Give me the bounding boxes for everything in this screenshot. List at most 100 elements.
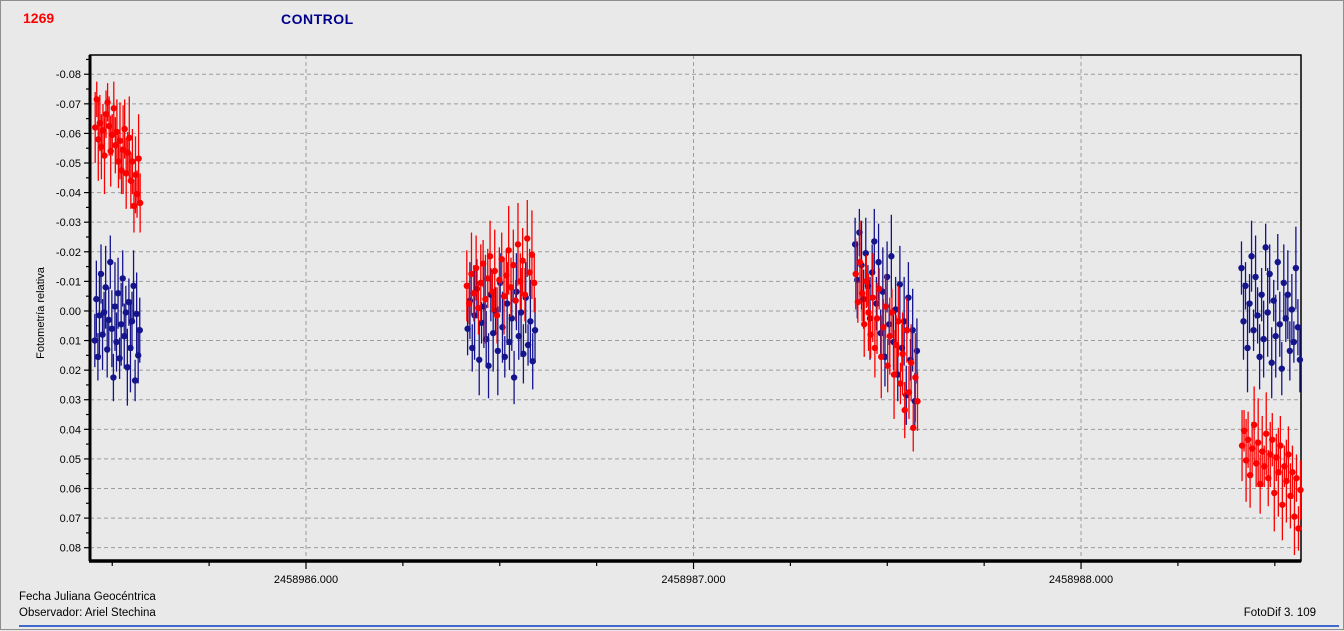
data-point <box>125 298 133 306</box>
data-point <box>1297 486 1304 494</box>
data-point <box>1289 469 1296 476</box>
data-point <box>100 309 108 316</box>
data-point <box>1256 353 1263 361</box>
data-point <box>896 281 904 288</box>
data-point <box>529 358 536 365</box>
data-point <box>104 346 111 353</box>
data-point <box>116 137 124 145</box>
y-tick-label: -0.04 <box>56 188 81 200</box>
data-point <box>133 310 140 318</box>
data-point <box>1271 489 1278 497</box>
x-tick-label: 2458988.000 <box>1049 574 1113 586</box>
data-point <box>524 341 532 349</box>
y-tick-label: 0.04 <box>60 424 81 436</box>
data-point <box>524 235 531 242</box>
data-point <box>124 149 131 156</box>
data-point <box>489 288 496 295</box>
data-point <box>122 170 130 177</box>
data-point <box>116 355 123 362</box>
series-target-red <box>91 81 1304 556</box>
data-point <box>875 258 882 266</box>
data-point <box>475 304 482 312</box>
data-point <box>469 344 476 352</box>
observer-caption: Observador: Ariel Stechina <box>19 607 156 619</box>
data-point <box>121 332 128 340</box>
data-point <box>95 136 102 143</box>
axis-ticks <box>84 58 1276 569</box>
data-point <box>862 250 869 257</box>
data-point <box>485 362 492 369</box>
data-point <box>124 363 131 371</box>
data-point <box>1296 356 1304 363</box>
data-point <box>903 326 911 334</box>
data-point <box>861 321 868 328</box>
data-point <box>107 147 114 155</box>
data-point <box>871 238 878 245</box>
data-point <box>98 143 105 150</box>
data-point <box>127 177 135 184</box>
data-point <box>101 152 108 159</box>
data-point <box>513 288 520 295</box>
data-point <box>105 316 112 324</box>
y-tick-label: -0.03 <box>56 217 81 229</box>
data-point <box>499 324 506 331</box>
data-point <box>477 279 484 287</box>
plot-frame <box>88 54 1302 563</box>
data-point <box>102 284 109 291</box>
data-point <box>875 285 883 292</box>
software-version-label: FotoDif 3. 109 <box>1243 607 1316 619</box>
data-point <box>479 260 487 267</box>
data-point <box>1238 264 1245 272</box>
data-point <box>528 251 536 258</box>
data-point <box>895 318 902 325</box>
y-tick-label: 0.02 <box>60 365 81 377</box>
data-point <box>1284 291 1292 298</box>
bottom-accent-line <box>19 625 1339 627</box>
data-point <box>1263 430 1270 437</box>
data-point <box>104 99 111 106</box>
data-point <box>507 284 515 291</box>
data-point <box>114 290 122 297</box>
data-point <box>508 315 515 322</box>
data-point <box>531 279 538 287</box>
data-point <box>1291 513 1298 520</box>
y-tick-label: -0.07 <box>56 99 81 111</box>
data-point <box>1279 501 1286 508</box>
data-point <box>909 326 916 334</box>
data-point <box>465 300 473 307</box>
data-point <box>480 303 488 310</box>
data-point <box>856 258 864 266</box>
data-point <box>113 338 120 346</box>
data-point <box>91 124 99 131</box>
data-point <box>96 119 104 127</box>
page-title: CONTROL <box>281 11 354 27</box>
data-point <box>1262 244 1269 251</box>
data-point <box>914 398 921 405</box>
data-point <box>1278 365 1285 372</box>
data-point <box>882 303 889 310</box>
y-axis-label: Fotometría relativa <box>35 267 47 359</box>
data-point <box>501 353 509 361</box>
data-point <box>491 267 498 275</box>
data-point <box>107 258 114 266</box>
data-point <box>888 253 895 260</box>
data-point <box>519 257 526 264</box>
data-point <box>1264 309 1271 316</box>
object-number: 1269 <box>23 10 55 26</box>
data-point <box>1242 282 1249 290</box>
data-point <box>102 110 110 118</box>
data-point <box>869 294 876 301</box>
data-point <box>113 128 121 136</box>
data-point <box>470 290 477 297</box>
data-point <box>136 326 143 334</box>
data-point <box>91 337 99 344</box>
y-tick-label: 0.05 <box>60 454 81 466</box>
data-point <box>121 125 128 133</box>
y-tick-label: 0.07 <box>60 513 81 525</box>
data-point <box>1254 312 1261 319</box>
y-tick-label: 0.08 <box>60 543 81 555</box>
y-tick-label: -0.08 <box>56 69 81 81</box>
data-point <box>905 294 912 301</box>
data-point <box>1269 436 1276 443</box>
